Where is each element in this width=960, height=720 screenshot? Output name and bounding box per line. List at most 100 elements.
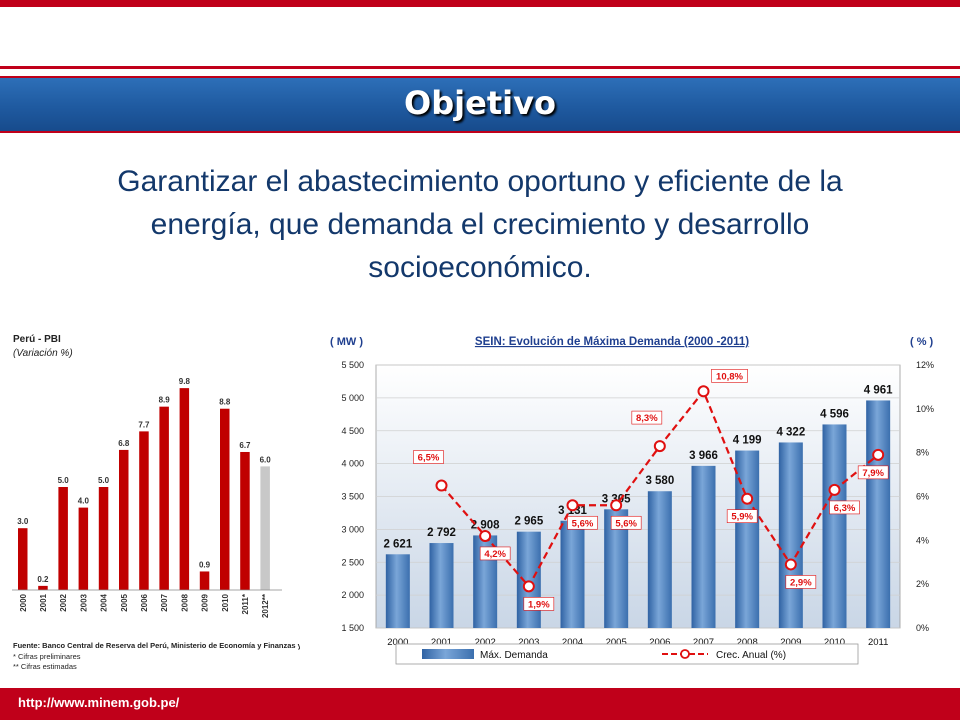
sein-demand-bar <box>735 450 760 628</box>
pbi-bar <box>220 408 230 590</box>
sein-growth-point <box>435 479 448 492</box>
pbi-note: ** Cifras estimadas <box>13 662 77 671</box>
sein-growth-label: 5,6% <box>615 518 637 529</box>
sein-growth-label: 5,9% <box>731 512 753 523</box>
sein-bar-value-label: 3 966 <box>689 450 718 462</box>
sein-ytick-label: 4 500 <box>341 426 364 436</box>
sein-ytick-label: 5 000 <box>341 393 364 403</box>
pbi-value-label: 6.0 <box>260 455 272 464</box>
sein-growth-point <box>828 483 841 496</box>
sein-demand-bar <box>429 543 454 628</box>
pbi-chart: Perú - PBI (Variación %) 3.0 2000 0.2 2001 5.0… <box>12 334 300 671</box>
sein-y2tick-label: 4% <box>916 535 929 545</box>
pbi-bar <box>98 487 109 590</box>
sein-growth-label-box <box>523 597 555 611</box>
pbi-bar <box>58 487 68 590</box>
sein-bar-value-label: 4 199 <box>733 435 762 447</box>
sein-ytick-label: 2 500 <box>341 557 364 567</box>
slide-subtitle: Garantizar el abastecimiento oportuno y … <box>117 165 843 284</box>
pbi-category-label: 2011* <box>241 593 250 614</box>
sein-growth-label-box <box>631 410 663 425</box>
sein-growth-label: 10,8% <box>716 371 743 382</box>
top-accent-bar <box>0 0 960 7</box>
sein-y2tick-label: 10% <box>916 404 934 414</box>
sein-growth-point <box>697 385 710 398</box>
sein-category-label: 2001 <box>431 637 452 648</box>
sein-growth-label-box <box>479 546 511 561</box>
sein-legend-bar-label: Máx. Demanda <box>480 650 548 661</box>
sein-growth-label: 7,9% <box>862 468 884 479</box>
sein-growth-label: 4,2% <box>484 549 506 560</box>
pbi-value-label: 4.0 <box>78 497 90 506</box>
sein-category-label: 2009 <box>780 637 801 648</box>
sein-growth-label-box <box>785 575 817 589</box>
sein-growth-label: 2,9% <box>790 577 812 588</box>
pbi-category-label: 2006 <box>140 593 149 611</box>
pbi-value-label: 6.7 <box>239 441 251 450</box>
pbi-value-label: 8.9 <box>159 396 171 405</box>
sein-category-label: 2007 <box>693 637 714 648</box>
pbi-category-label: 2004 <box>100 593 109 611</box>
sein-title: SEIN: Evolución de Máxima Demanda (2000 … <box>475 336 749 348</box>
sein-bar-value-label: 2 908 <box>471 519 500 531</box>
sein-ylabel: ( MW ) <box>330 336 363 348</box>
sein-ytick-label: 4 000 <box>341 459 364 469</box>
pbi-value-label: 3.0 <box>17 517 29 526</box>
pbi-category-label: 2009 <box>201 593 210 611</box>
sein-demand-bar <box>647 491 672 628</box>
sein-legend <box>395 643 859 665</box>
footer-bar: http://www.minem.gob.pe/ <box>0 688 960 720</box>
sein-category-label: 2000 <box>387 637 408 648</box>
sein-growth-label: 6,5% <box>418 453 440 464</box>
sein-category-label: 2006 <box>649 637 670 648</box>
sein-growth-point <box>479 529 492 542</box>
sein-bar-value-label: 2 621 <box>383 538 412 550</box>
sein-demand-bar <box>866 400 891 628</box>
pbi-value-label: 0.2 <box>37 575 49 584</box>
pbi-bar <box>119 449 129 590</box>
sein-bar-value-label: 4 322 <box>776 426 805 438</box>
pbi-bar <box>78 507 89 590</box>
sein-category-label: 2004 <box>562 637 583 648</box>
sein-growth-point <box>566 499 579 512</box>
sein-demand-bar <box>385 554 410 628</box>
pbi-category-label: 2005 <box>120 593 129 611</box>
pbi-bar <box>240 451 250 590</box>
pbi-value-label: 7.7 <box>138 420 150 429</box>
pbi-note: * Cifras preliminares <box>13 652 81 661</box>
pbi-bar <box>199 571 210 590</box>
sein-ytick-label: 5 500 <box>341 360 364 370</box>
sein-category-label: 2008 <box>737 637 758 648</box>
sein-category-label: 2003 <box>518 637 539 648</box>
sein-bar-value-label: 4 961 <box>864 384 893 396</box>
pbi-value-label: 8.8 <box>219 398 231 407</box>
sein-growth-point <box>741 492 754 505</box>
sein-bar-value-label: 4 596 <box>820 408 849 420</box>
sein-growth-label-box <box>567 515 598 530</box>
title-divider <box>0 66 960 69</box>
sein-bar-value-label: 2 965 <box>514 516 543 528</box>
pbi-title: Perú - PBI <box>13 334 61 345</box>
pbi-category-label: 2010 <box>221 593 230 611</box>
pbi-category-label: 2001 <box>39 593 48 611</box>
sein-growth-label-box <box>413 450 444 464</box>
pbi-category-label: 2012** <box>261 593 270 618</box>
sein-growth-point <box>872 448 885 461</box>
sein-ytick-label: 2 000 <box>341 590 364 600</box>
pbi-subtitle: (Variación %) <box>13 348 73 359</box>
pbi-bar <box>260 466 270 590</box>
pbi-source-note: Fuente: Banco Central de Reserva del Per… <box>13 641 300 650</box>
pbi-bar <box>38 585 48 590</box>
sein-growth-label-box <box>711 368 748 383</box>
sein-y2tick-label: 12% <box>916 360 934 370</box>
sein-growth-point <box>653 440 666 453</box>
sein-demand-bar <box>691 465 716 628</box>
sein-growth-label-box <box>726 509 758 523</box>
footer-link[interactable]: http://www.minem.gob.pe/ <box>18 695 180 710</box>
sein-growth-point <box>610 499 623 512</box>
pbi-value-label: 0.9 <box>199 560 211 569</box>
sein-demand-bar <box>516 531 541 628</box>
sein-category-label: 2010 <box>824 637 845 648</box>
sein-growth-point <box>522 580 535 593</box>
pbi-bar <box>139 431 149 590</box>
